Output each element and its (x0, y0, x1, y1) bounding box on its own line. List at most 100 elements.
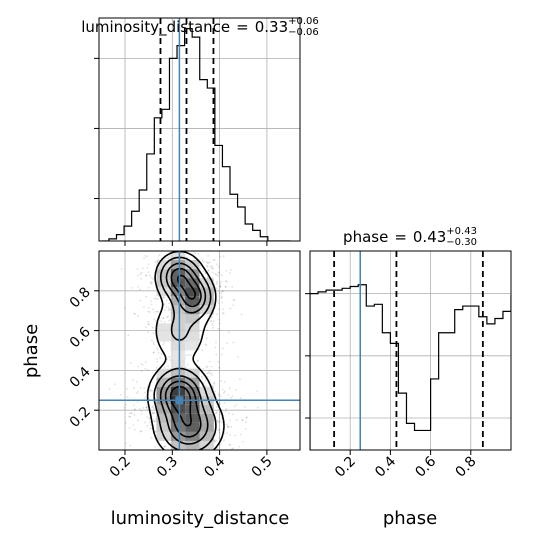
scatter-point (152, 341, 155, 344)
scatter-point (215, 282, 218, 285)
scatter-point (157, 310, 160, 313)
scatter-point (124, 422, 127, 424)
scatter-point (213, 440, 216, 443)
scatter-point (196, 359, 199, 362)
scatter-point (215, 287, 218, 290)
scatter-point (197, 360, 200, 362)
scatter-point (143, 387, 146, 389)
scatter-point (201, 377, 204, 379)
scatter-point (256, 457, 258, 459)
scatter-point (217, 360, 219, 363)
scatter-point (213, 381, 216, 384)
density-block (185, 323, 200, 333)
scatter-point (223, 390, 226, 393)
scatter-point (232, 299, 235, 302)
scatter-point (217, 274, 219, 277)
scatter-point (247, 454, 249, 456)
scatter-point (154, 420, 157, 423)
density-block (156, 368, 171, 378)
scatter-point (217, 299, 219, 302)
scatter-point (135, 381, 138, 383)
scatter-point (150, 339, 153, 342)
scatter-point (141, 267, 144, 270)
scatter-point (128, 427, 131, 429)
scatter-point (167, 315, 169, 318)
scatter-point (217, 451, 219, 453)
scatter-point (173, 246, 175, 248)
scatter-point (133, 414, 136, 416)
density-block (185, 440, 200, 450)
scatter-point (129, 412, 131, 415)
scatter-point (150, 436, 153, 439)
contour-tick-label-x: 0.5 (249, 454, 276, 481)
scatter-point (234, 452, 236, 454)
density-block (185, 404, 200, 414)
scatter-point (219, 285, 222, 288)
scatter-point (169, 256, 172, 259)
scatter-point (148, 306, 150, 309)
scatter-point (213, 440, 216, 443)
scatter-point (220, 353, 223, 356)
scatter-point (140, 410, 143, 412)
scatter-point (237, 355, 239, 358)
scatter-point (226, 342, 228, 345)
scatter-point (150, 424, 153, 427)
scatter-point (162, 317, 164, 319)
x-axis-label-luminosity-distance: luminosity_distance (111, 508, 290, 529)
scatter-point (211, 267, 214, 270)
scatter-point (217, 421, 220, 424)
scatter-point (217, 302, 220, 304)
scatter-point (228, 386, 231, 389)
scatter-point (213, 439, 216, 441)
scatter-point (199, 267, 202, 270)
luminosity-distance-hist-grid (99, 18, 300, 241)
scatter-point (169, 308, 171, 311)
scatter-point (167, 257, 170, 260)
scatter-point (219, 402, 221, 405)
scatter-point (217, 308, 220, 311)
scatter-point (156, 358, 158, 360)
scatter-point (215, 281, 218, 283)
density-block (156, 269, 171, 279)
scatter-point (152, 405, 154, 408)
scatter-point (125, 442, 127, 445)
scatter-point (123, 307, 126, 310)
scatter-point (154, 319, 157, 322)
density-block (185, 386, 200, 396)
scatter-point (148, 246, 150, 248)
scatter-point (147, 286, 150, 289)
scatter-point (210, 266, 212, 268)
density-block (170, 269, 186, 279)
density-block (170, 251, 186, 261)
scatter-point (245, 427, 247, 430)
scatter-point (150, 281, 153, 284)
scatter-point (218, 432, 221, 434)
scatter-point (158, 254, 161, 256)
density-block (185, 305, 200, 315)
density-block (156, 287, 171, 297)
scatter-point (167, 256, 170, 259)
scatter-point (153, 343, 155, 346)
scatter-point (215, 419, 218, 422)
scatter-point (222, 255, 225, 258)
scatter-point (163, 445, 166, 448)
scatter-point (223, 380, 226, 383)
scatter-point (200, 375, 203, 378)
scatter-point (206, 264, 209, 267)
density-block (170, 386, 186, 396)
scatter-point (150, 303, 153, 306)
scatter-point (197, 253, 200, 255)
scatter-point (211, 327, 214, 329)
scatter-point (219, 420, 221, 422)
scatter-point (164, 308, 166, 311)
scatter-point (140, 430, 143, 433)
scatter-point (207, 269, 210, 272)
scatter-point (208, 261, 211, 263)
scatter-point (213, 259, 216, 261)
scatter-point (216, 406, 218, 408)
scatter-point (202, 368, 205, 370)
scatter-point (217, 394, 220, 397)
scatter-point (144, 396, 147, 399)
scatter-point (124, 403, 127, 406)
contour-tick-label-y: 0.4 (67, 364, 94, 391)
